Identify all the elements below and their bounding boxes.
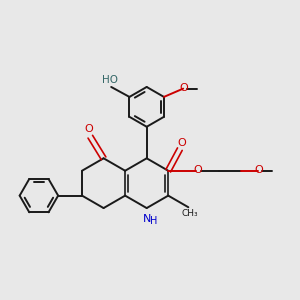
Text: HO: HO [101,75,118,85]
Text: O: O [180,83,188,93]
Text: H: H [150,216,158,226]
Text: O: O [177,138,186,148]
Text: CH₃: CH₃ [182,209,198,218]
Text: O: O [84,124,93,134]
Text: N: N [143,214,152,224]
Text: O: O [193,165,202,175]
Text: O: O [254,165,263,175]
